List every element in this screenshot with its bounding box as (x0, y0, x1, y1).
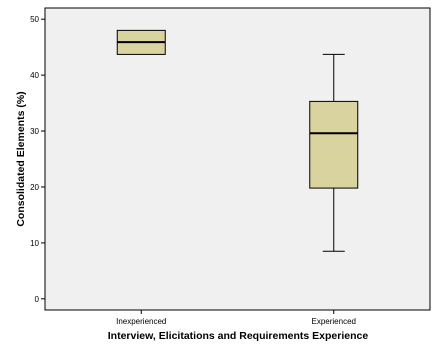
box-inexperienced (116, 29, 166, 55)
y-tick-label: 40 (30, 71, 39, 80)
y-tick-label: 0 (35, 295, 40, 304)
x-tick-label: Inexperienced (116, 317, 166, 326)
x-tick-label: Experienced (312, 317, 356, 326)
x-axis-title: Interview, Elicitations and Requirements… (108, 330, 369, 342)
y-tick-label: 50 (30, 15, 39, 24)
plot-background (44, 7, 431, 311)
x-axis: Inexperienced Experienced (116, 310, 356, 326)
y-tick-label: 20 (30, 183, 39, 192)
boxes-group (116, 29, 359, 252)
y-tick-label: 10 (30, 239, 39, 248)
y-tick-label: 30 (30, 127, 39, 136)
box-iqr (309, 100, 359, 189)
y-axis-title: Consolidated Elements (%) (15, 91, 27, 226)
y-axis: 0 10 20 30 40 50 (30, 15, 45, 304)
box-experienced (309, 53, 359, 252)
